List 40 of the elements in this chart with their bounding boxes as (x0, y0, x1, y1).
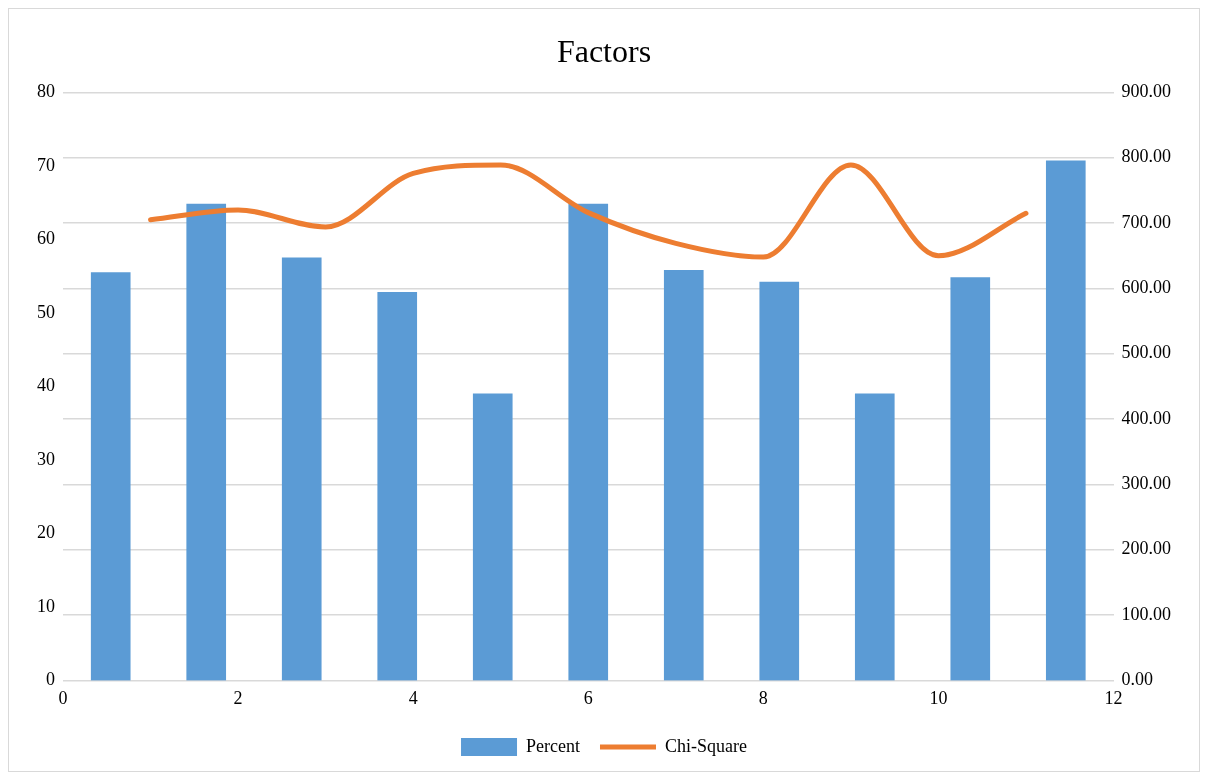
y-tick-label: 20 (37, 522, 55, 543)
bar (377, 291, 418, 681)
y-tick-label: 50 (37, 301, 55, 322)
y2-tick-label: 600.00 (1121, 277, 1171, 298)
bar (281, 257, 322, 681)
legend-label: Chi-Square (664, 735, 747, 756)
bar (186, 203, 227, 681)
y-tick-label: 70 (37, 154, 55, 175)
bar (568, 203, 609, 681)
y2-tick-label: 400.00 (1121, 407, 1171, 428)
bar (854, 393, 895, 681)
y-tick-label: 10 (37, 595, 55, 616)
y2-tick-label: 300.00 (1121, 473, 1171, 494)
y2-tick-label: 0.00 (1121, 669, 1153, 690)
y2-tick-label: 100.00 (1121, 603, 1171, 624)
x-tick-label: 10 (929, 687, 948, 708)
chart-title: Factors (556, 32, 652, 69)
bar (1045, 160, 1086, 681)
y2-tick-label: 900.00 (1121, 81, 1171, 102)
bar (950, 277, 991, 681)
y-tick-label: 30 (37, 448, 55, 469)
x-tick-label: 2 (233, 687, 243, 708)
bar (90, 272, 131, 681)
y2-tick-label: 700.00 (1121, 211, 1171, 232)
x-tick-label: 0 (58, 687, 68, 708)
y-tick-label: 80 (37, 81, 55, 102)
y2-tick-label: 500.00 (1121, 342, 1171, 363)
y2-tick-label: 800.00 (1121, 146, 1171, 167)
legend-label: Percent (526, 735, 581, 756)
x-tick-label: 8 (758, 687, 768, 708)
y-tick-label: 60 (37, 228, 55, 249)
x-tick-label: 12 (1104, 687, 1123, 708)
y-tick-label: 0 (46, 669, 55, 690)
bar (472, 393, 513, 681)
y-tick-label: 40 (37, 375, 55, 396)
x-tick-label: 6 (583, 687, 593, 708)
bar (759, 281, 800, 681)
y2-tick-label: 200.00 (1121, 538, 1171, 559)
bar (663, 269, 704, 681)
x-tick-label: 4 (408, 687, 418, 708)
